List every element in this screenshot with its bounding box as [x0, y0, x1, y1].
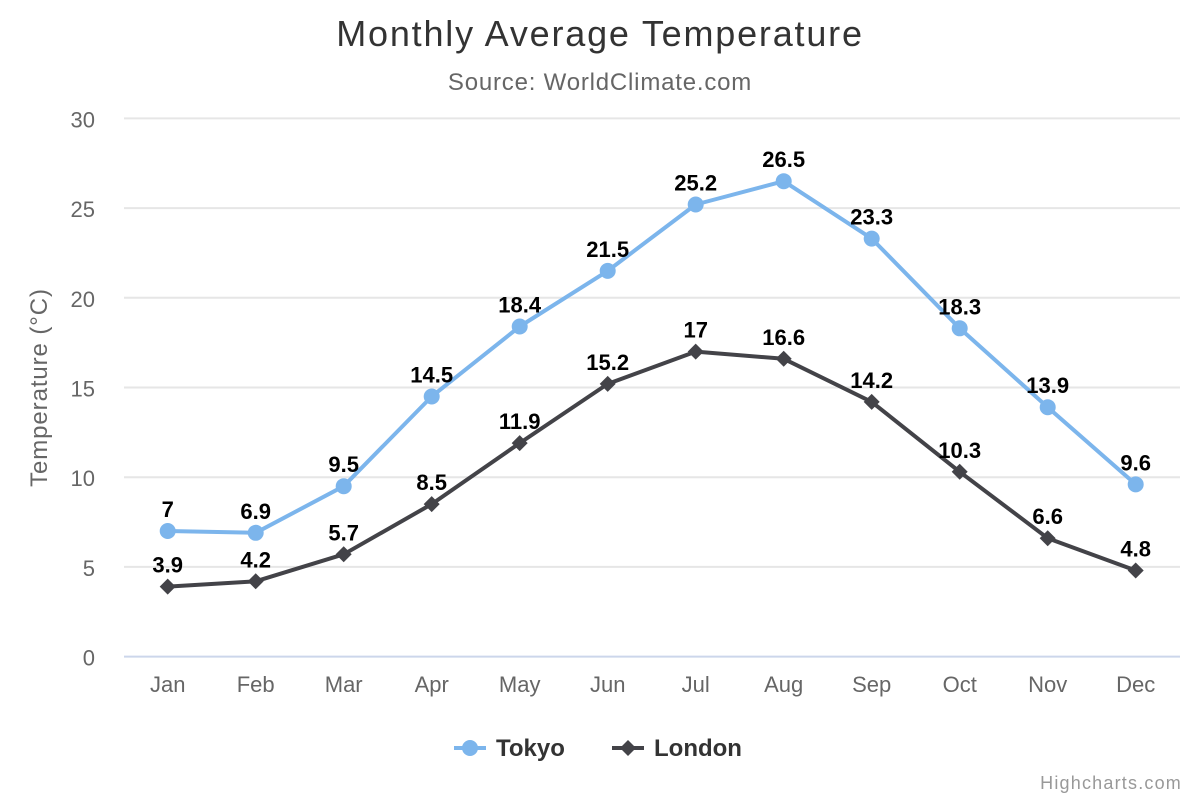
- svg-text:Feb: Feb: [237, 672, 275, 697]
- svg-text:10.3: 10.3: [938, 438, 981, 463]
- svg-text:Sep: Sep: [852, 672, 891, 697]
- svg-text:Mar: Mar: [325, 672, 363, 697]
- svg-text:17: 17: [683, 318, 707, 343]
- svg-text:Nov: Nov: [1028, 672, 1067, 697]
- svg-text:16.6: 16.6: [762, 325, 805, 350]
- svg-text:Jun: Jun: [590, 672, 625, 697]
- svg-text:Highcharts.com: Highcharts.com: [1040, 773, 1182, 793]
- svg-text:25.2: 25.2: [674, 171, 717, 196]
- svg-text:9.5: 9.5: [328, 452, 359, 477]
- svg-text:18.3: 18.3: [938, 294, 981, 319]
- svg-text:14.2: 14.2: [850, 368, 893, 393]
- svg-text:6.9: 6.9: [240, 499, 271, 524]
- svg-text:20: 20: [71, 287, 95, 312]
- svg-text:Aug: Aug: [764, 672, 803, 697]
- svg-text:10: 10: [71, 466, 95, 491]
- svg-text:Jan: Jan: [150, 672, 185, 697]
- svg-text:Dec: Dec: [1116, 672, 1155, 697]
- svg-text:13.9: 13.9: [1026, 373, 1069, 398]
- svg-text:15.2: 15.2: [586, 350, 629, 375]
- svg-text:25: 25: [71, 197, 95, 222]
- svg-text:Temperature (°C): Temperature (°C): [26, 288, 53, 487]
- svg-text:Monthly Average Temperature: Monthly Average Temperature: [336, 13, 864, 54]
- svg-text:Source: WorldClimate.com: Source: WorldClimate.com: [448, 69, 752, 96]
- svg-text:6.6: 6.6: [1032, 504, 1063, 529]
- svg-text:Oct: Oct: [943, 672, 977, 697]
- svg-text:9.6: 9.6: [1120, 450, 1151, 475]
- svg-text:30: 30: [71, 107, 95, 132]
- svg-text:May: May: [499, 672, 541, 697]
- svg-text:3.9: 3.9: [152, 553, 183, 578]
- svg-text:0: 0: [83, 646, 95, 671]
- svg-text:4.8: 4.8: [1120, 537, 1151, 562]
- svg-text:18.4: 18.4: [498, 293, 542, 318]
- svg-text:5: 5: [83, 556, 95, 581]
- svg-text:21.5: 21.5: [586, 237, 629, 262]
- svg-text:5.7: 5.7: [328, 520, 359, 545]
- svg-text:7: 7: [162, 497, 174, 522]
- svg-text:Jul: Jul: [682, 672, 710, 697]
- svg-text:4.2: 4.2: [240, 547, 271, 572]
- svg-text:15: 15: [71, 377, 95, 402]
- svg-text:14.5: 14.5: [410, 363, 453, 388]
- svg-text:23.3: 23.3: [850, 205, 893, 230]
- svg-text:London: London: [654, 735, 742, 762]
- svg-text:11.9: 11.9: [499, 409, 541, 434]
- svg-text:8.5: 8.5: [416, 470, 447, 495]
- svg-text:26.5: 26.5: [762, 147, 805, 172]
- svg-text:Tokyo: Tokyo: [496, 735, 565, 762]
- svg-text:Apr: Apr: [415, 672, 449, 697]
